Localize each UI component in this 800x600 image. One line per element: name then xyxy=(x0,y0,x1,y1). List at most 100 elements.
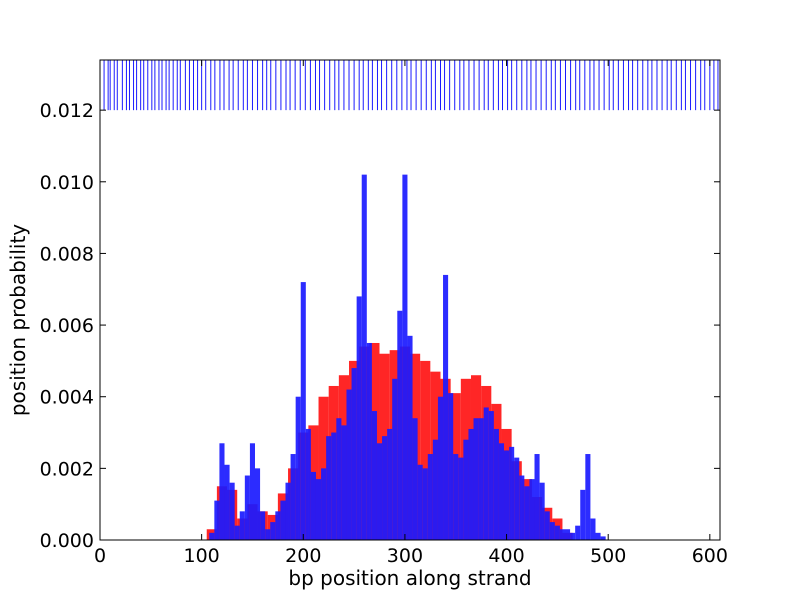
blue-bar xyxy=(376,443,383,540)
blue-bar xyxy=(321,468,327,540)
blue-bar xyxy=(361,174,367,540)
blue-bar xyxy=(366,342,372,540)
blue-bar xyxy=(397,310,403,540)
x-tick-label: 200 xyxy=(285,545,321,567)
blue-bar xyxy=(260,511,266,540)
x-tick-label: 600 xyxy=(692,545,728,567)
blue-bar xyxy=(214,500,220,540)
blue-bar xyxy=(498,443,505,540)
blue-bar xyxy=(580,489,586,540)
blue-bar xyxy=(534,454,540,540)
blue-bar xyxy=(346,389,352,540)
blue-bar xyxy=(371,411,377,540)
blue-bar xyxy=(504,450,510,540)
blue-bar xyxy=(270,522,276,540)
blue-bar xyxy=(600,536,606,540)
blue-bar xyxy=(448,393,454,540)
blue-bar xyxy=(239,511,245,540)
blue-bar xyxy=(244,475,250,540)
blue-bar xyxy=(514,457,520,540)
blue-bar xyxy=(331,432,337,540)
blue-bar xyxy=(300,282,306,540)
y-tick-label: 0.002 xyxy=(40,458,94,480)
blue-bar xyxy=(590,518,596,540)
blue-bar xyxy=(524,486,530,540)
blue-bar xyxy=(326,436,332,540)
axes-frame xyxy=(99,59,721,541)
blue-bar xyxy=(275,511,281,540)
blue-bar xyxy=(554,525,560,540)
blue-bar xyxy=(255,468,261,540)
histogram-bars xyxy=(206,174,606,540)
blue-bar xyxy=(224,464,230,540)
blue-bar xyxy=(290,454,296,540)
blue-bar xyxy=(249,443,255,540)
blue-bar xyxy=(493,428,499,540)
blue-bar xyxy=(570,532,576,540)
blue-bar xyxy=(463,439,469,540)
blue-bar xyxy=(417,464,423,540)
blue-bar xyxy=(437,396,444,540)
blue-bar xyxy=(295,396,301,540)
blue-bar xyxy=(427,454,433,540)
y-tick-label: 0.012 xyxy=(40,100,94,122)
plot-frame xyxy=(99,59,721,541)
blue-bar xyxy=(336,418,342,540)
blue-bar xyxy=(351,368,357,540)
blue-bar xyxy=(468,428,474,540)
tick-labels: 0 100 200 300 400 500 600 0.000 0.002 0.004 0.006 0… xyxy=(40,100,728,567)
blue-bar xyxy=(219,443,225,540)
axis-ticks xyxy=(99,60,720,541)
x-tick-label: 400 xyxy=(488,545,524,567)
blue-bar xyxy=(402,174,408,540)
blue-bar xyxy=(407,335,413,540)
blue-bar xyxy=(488,411,494,540)
blue-bar xyxy=(585,454,591,540)
x-tick-label: 0 xyxy=(94,545,106,567)
blue-bar xyxy=(392,378,398,540)
blue-bar xyxy=(575,525,581,540)
blue-bar xyxy=(539,482,545,540)
blue-bar xyxy=(280,500,286,540)
y-tick-label: 0.008 xyxy=(40,243,94,265)
rug-band xyxy=(99,60,719,111)
blue-bar xyxy=(265,529,271,540)
blue-bar xyxy=(453,454,459,540)
y-tick-label: 0.004 xyxy=(40,387,94,409)
blue-bar xyxy=(458,457,464,540)
blue-bar xyxy=(422,468,428,540)
blue-bar xyxy=(473,418,479,540)
blue-bar xyxy=(549,522,555,540)
blue-bar xyxy=(544,511,550,540)
blue-bar xyxy=(234,525,240,540)
blue-bar xyxy=(382,436,388,540)
blue-bar xyxy=(529,479,535,540)
blue-bar xyxy=(412,418,418,540)
y-tick-label: 0.010 xyxy=(40,172,94,194)
red-bar xyxy=(420,360,431,540)
blue-bar xyxy=(509,446,515,540)
blue-bar xyxy=(285,482,291,540)
blue-bar xyxy=(209,532,215,540)
y-tick-label: 0.006 xyxy=(40,315,94,337)
blue-bar xyxy=(595,532,601,540)
blue-bar xyxy=(341,425,347,540)
blue-bar xyxy=(305,428,311,540)
blue-bar xyxy=(559,529,565,540)
blue-bar xyxy=(356,296,362,540)
y-tick-label: 0.000 xyxy=(40,530,94,552)
x-tick-label: 300 xyxy=(387,545,423,567)
blue-bar xyxy=(432,439,438,540)
blue-bar xyxy=(310,471,316,540)
blue-bar xyxy=(478,418,484,540)
blue-bar xyxy=(565,529,571,540)
x-axis-label: bp position along strand xyxy=(288,566,531,590)
blue-bar xyxy=(315,479,322,540)
blue-bar xyxy=(483,407,489,540)
blue-bar xyxy=(229,482,235,540)
y-axis-label: position probability xyxy=(6,224,30,416)
x-tick-label: 500 xyxy=(590,545,626,567)
x-tick-label: 100 xyxy=(184,545,220,567)
blue-bar xyxy=(443,274,449,540)
